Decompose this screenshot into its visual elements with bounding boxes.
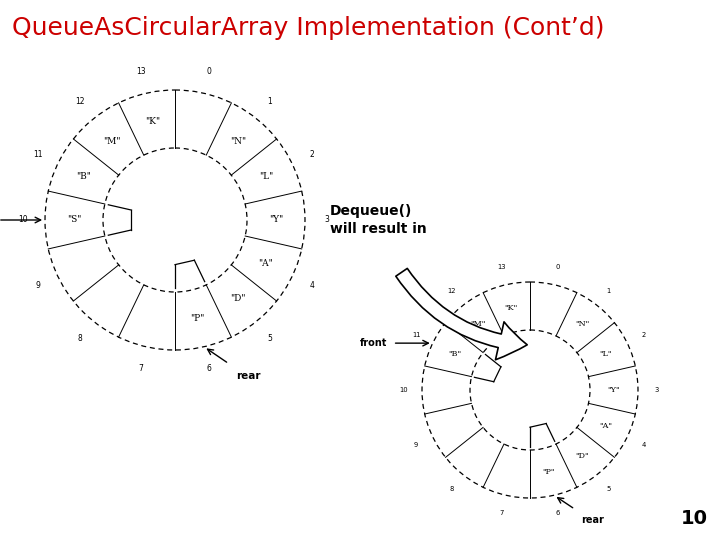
Text: "N": "N" bbox=[230, 137, 246, 146]
Text: Dequeue()
will result in: Dequeue() will result in bbox=[330, 204, 427, 236]
Text: 10: 10 bbox=[681, 509, 708, 528]
Text: 8: 8 bbox=[449, 486, 454, 492]
Text: 5: 5 bbox=[606, 486, 611, 492]
Text: 11: 11 bbox=[412, 332, 420, 338]
Text: 8: 8 bbox=[78, 334, 83, 343]
Text: "K": "K" bbox=[505, 304, 518, 312]
Text: 4: 4 bbox=[642, 442, 646, 448]
Text: 3: 3 bbox=[654, 387, 659, 393]
Text: "S": "S" bbox=[67, 215, 81, 225]
Text: "B": "B" bbox=[76, 172, 91, 181]
Text: 4: 4 bbox=[310, 281, 315, 291]
Text: 6: 6 bbox=[556, 510, 560, 516]
FancyArrowPatch shape bbox=[396, 268, 527, 360]
Text: 9: 9 bbox=[35, 281, 40, 291]
Text: "A": "A" bbox=[258, 259, 274, 268]
Text: 13: 13 bbox=[498, 264, 506, 270]
Text: "K": "K" bbox=[145, 117, 160, 126]
Text: "P": "P" bbox=[190, 314, 204, 323]
Text: 3: 3 bbox=[325, 215, 330, 225]
Text: rear: rear bbox=[236, 371, 261, 381]
Text: "L": "L" bbox=[259, 172, 273, 181]
Text: 1: 1 bbox=[267, 97, 272, 106]
Text: 2: 2 bbox=[310, 150, 315, 159]
Text: 10: 10 bbox=[400, 387, 408, 393]
Text: 5: 5 bbox=[267, 334, 272, 343]
Text: "D": "D" bbox=[575, 451, 589, 460]
Text: "B": "B" bbox=[448, 349, 461, 357]
Text: 1: 1 bbox=[607, 288, 611, 294]
Text: "Y": "Y" bbox=[608, 386, 621, 394]
Text: "N": "N" bbox=[575, 320, 590, 328]
Text: QueueAsCircularArray Implementation (Cont’d): QueueAsCircularArray Implementation (Con… bbox=[12, 16, 605, 40]
Text: rear: rear bbox=[581, 515, 604, 525]
Text: 7: 7 bbox=[500, 510, 504, 516]
Text: 13: 13 bbox=[136, 67, 146, 76]
Text: 9: 9 bbox=[414, 442, 418, 448]
Text: 11: 11 bbox=[33, 150, 42, 159]
Text: "A": "A" bbox=[599, 422, 612, 430]
Text: 0: 0 bbox=[207, 67, 211, 76]
Text: "L": "L" bbox=[600, 349, 612, 357]
Text: 7: 7 bbox=[139, 364, 143, 373]
Text: "M": "M" bbox=[470, 320, 485, 328]
Text: 10: 10 bbox=[18, 215, 27, 225]
Text: 2: 2 bbox=[642, 332, 646, 338]
Text: 12: 12 bbox=[447, 288, 456, 294]
Text: "P": "P" bbox=[542, 468, 555, 476]
Text: 6: 6 bbox=[207, 364, 211, 373]
Text: "M": "M" bbox=[103, 137, 121, 146]
Text: front: front bbox=[360, 338, 387, 348]
Text: 0: 0 bbox=[556, 264, 560, 270]
Text: "Y": "Y" bbox=[269, 215, 283, 225]
Text: 12: 12 bbox=[76, 97, 85, 106]
Text: "D": "D" bbox=[230, 294, 246, 303]
